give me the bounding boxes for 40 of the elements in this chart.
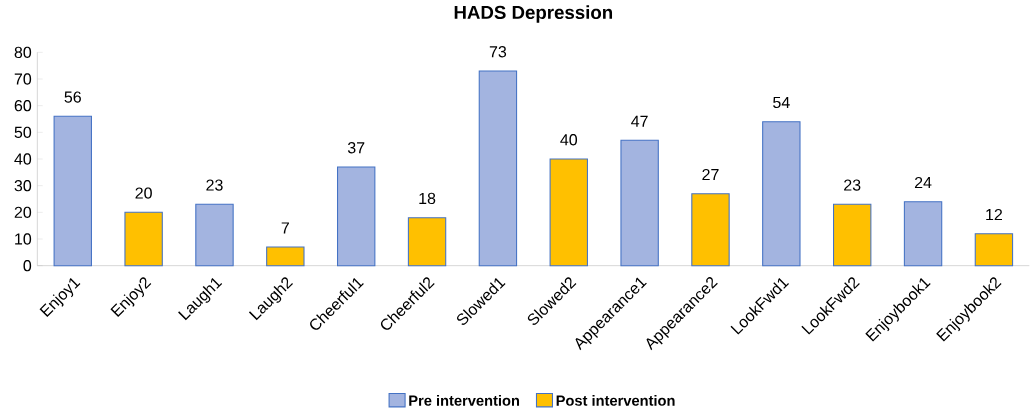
y-tick-label: 70	[14, 73, 32, 85]
data-label: 54	[773, 96, 790, 109]
bar	[620, 139, 659, 267]
bar	[903, 201, 943, 267]
legend-label: Pre intervention	[409, 395, 520, 406]
chart-title: HADS Depression	[454, 5, 613, 23]
data-label: 18	[419, 192, 436, 205]
data-label: 37	[347, 142, 365, 154]
y-tick-label: 30	[14, 180, 32, 192]
bar	[195, 203, 234, 267]
data-label: 7	[281, 222, 289, 234]
bar	[762, 121, 801, 267]
y-tick-label: 10	[15, 233, 32, 245]
bar	[336, 166, 376, 267]
data-label: 40	[560, 134, 578, 146]
data-label: 23	[844, 179, 861, 191]
bar	[53, 115, 92, 267]
y-tick-label: 50	[14, 126, 32, 138]
data-label: 20	[135, 187, 152, 199]
data-label: 12	[986, 208, 1002, 221]
bar	[832, 203, 872, 267]
data-label: 23	[206, 179, 223, 191]
y-tick-label: 40	[14, 153, 32, 165]
y-tick-label: 60	[14, 100, 32, 112]
data-label: 56	[64, 91, 81, 103]
data-label: 24	[914, 176, 932, 189]
legend-label: Post intervention	[556, 395, 675, 406]
bar	[691, 193, 730, 267]
bar	[974, 233, 1014, 267]
bar	[478, 70, 518, 267]
bar	[124, 211, 163, 267]
data-label: 73	[489, 46, 507, 58]
y-tick-label: 0	[23, 260, 32, 272]
y-tick-label: 20	[14, 206, 32, 218]
y-tick-label: 80	[14, 46, 32, 58]
bar	[407, 217, 447, 267]
bar	[266, 246, 305, 267]
bar	[549, 158, 588, 267]
data-label: 47	[631, 115, 648, 127]
data-label: 27	[702, 168, 719, 181]
